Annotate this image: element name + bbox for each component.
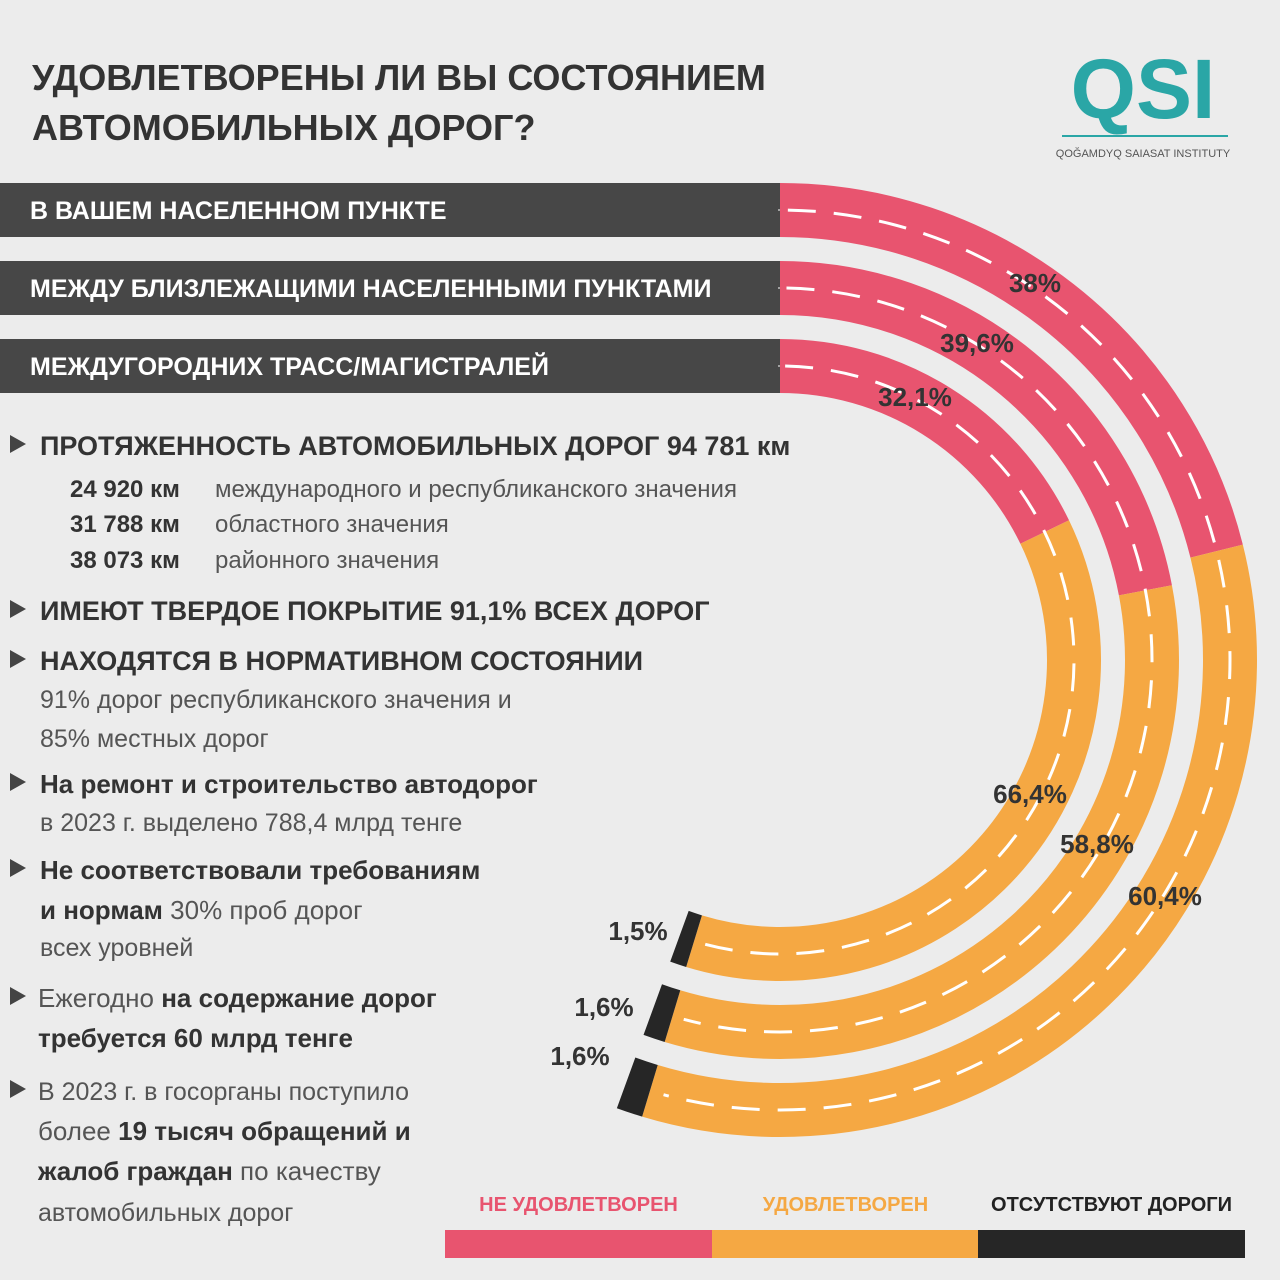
road-dash xyxy=(703,364,1076,956)
fact-line: Ежегодно на содержание дорог xyxy=(38,983,437,1013)
fact-run: В 2023 г. в госорганы поступило xyxy=(38,1078,409,1106)
fact-line: НАХОДЯТСЯ В НОРМАТИВНОМ СОСТОЯНИИ xyxy=(40,646,643,676)
fact-run: требуется 60 млрд тенге xyxy=(38,1023,353,1053)
fact-run: по качеству xyxy=(233,1156,381,1186)
fact-run: автомобильных дорог xyxy=(38,1199,293,1227)
ring-segment xyxy=(643,984,681,1042)
ring-segment xyxy=(616,1057,658,1117)
fact-run: всех уровней xyxy=(40,934,193,962)
value-label: 58,8% xyxy=(1060,829,1134,859)
legend-swatch xyxy=(712,1230,979,1258)
value-label: 66,4% xyxy=(993,779,1067,809)
fact-run: 24 920 км xyxy=(70,476,180,503)
fact-run: жалоб граждан xyxy=(37,1156,233,1186)
bullet xyxy=(10,435,26,453)
category-label: МЕЖДУ БЛИЗЛЕЖАЩИМИ НАСЕЛЕННЫМИ ПУНКТАМИ xyxy=(30,275,711,303)
fact-run: НАХОДЯТСЯ В НОРМАТИВНОМ СОСТОЯНИИ xyxy=(40,646,643,676)
value-label: 32,1% xyxy=(878,382,952,412)
fact-run: ПРОТЯЖЕННОСТЬ АВТОМОБИЛЬНЫХ ДОРОГ 94 781… xyxy=(40,431,790,461)
road-dash xyxy=(683,286,1154,1034)
road-dash xyxy=(663,208,1232,1112)
category-bar xyxy=(0,339,780,393)
fact-line: требуется 60 млрд тенге xyxy=(38,1023,353,1053)
fact-line: В 2023 г. в госорганы поступило xyxy=(38,1078,409,1106)
legend-label: УДОВЛЕТВОРЕН xyxy=(763,1194,928,1216)
legend-label: НЕ УДОВЛЕТВОРЕН xyxy=(479,1194,678,1216)
fact-run: на содержание дорог xyxy=(161,983,437,1013)
fact-run: Не соответствовали требованиям xyxy=(40,855,480,885)
fact-run: областного значения xyxy=(215,511,449,538)
fact-line: всех уровней xyxy=(40,934,193,962)
fact-line: ИМЕЮТ ТВЕРДОЕ ПОКРЫТИЕ 91,1% ВСЕХ ДОРОГ xyxy=(40,596,710,626)
fact-run: и нормам xyxy=(40,895,163,925)
legend-swatch xyxy=(445,1230,712,1258)
category-label: МЕЖДУГОРОДНИХ ТРАСС/МАГИСТРАЛЕЙ xyxy=(30,351,549,381)
ring-segment xyxy=(670,910,703,967)
fact-line: ПРОТЯЖЕННОСТЬ АВТОМОБИЛЬНЫХ ДОРОГ 94 781… xyxy=(40,431,790,461)
fact-run: ИМЕЮТ ТВЕРДОЕ ПОКРЫТИЕ 91,1% ВСЕХ ДОРОГ xyxy=(40,596,710,626)
fact-run: На ремонт и строительство автодорог xyxy=(40,769,538,799)
title-line: УДОВЛЕТВОРЕНЫ ЛИ ВЫ СОСТОЯНИЕМ xyxy=(32,57,766,98)
fact-run: 38 073 км xyxy=(70,547,180,574)
fact-run: в 2023 г. выделено 788,4 млрд тенге xyxy=(40,809,462,837)
value-label: 1,5% xyxy=(608,916,667,946)
fact-line: На ремонт и строительство автодорог xyxy=(40,769,538,799)
fact-line: более 19 тысяч обращений и xyxy=(38,1116,411,1146)
fact-run: Ежегодно xyxy=(38,983,161,1013)
category-label: В ВАШЕМ НАСЕЛЕННОМ ПУНКТЕ xyxy=(30,197,447,225)
fact-run: 31 788 км xyxy=(70,511,180,538)
fact-run: 85% местных дорог xyxy=(40,725,269,753)
bullet xyxy=(10,1080,26,1098)
fact-run: более xyxy=(38,1116,118,1146)
bullet xyxy=(10,600,26,618)
logo-subtitle: QOĞAMDYQ SAIASAT INSTITUTY xyxy=(1056,147,1231,160)
fact-line: 85% местных дорог xyxy=(40,725,269,753)
fact-line: Не соответствовали требованиям xyxy=(40,855,480,885)
bullet xyxy=(10,650,26,668)
fact-line: 91% дорог республиканского значения и xyxy=(40,686,512,714)
fact-run: 91% дорог республиканского значения и xyxy=(40,686,512,714)
bullet xyxy=(10,773,26,791)
fact-run: 30% проб дорог xyxy=(163,895,363,925)
category-bar xyxy=(0,261,780,315)
logo: QSI QOĞAMDYQ SAIASAT INSTITUTY xyxy=(1056,42,1231,160)
fact-run: районного значения xyxy=(215,547,439,574)
category-bar xyxy=(0,183,780,237)
fact-line: и нормам 30% проб дорог xyxy=(40,895,363,925)
logo-text: QSI xyxy=(1071,42,1216,136)
title-line: АВТОМОБИЛЬНЫХ ДОРОГ? xyxy=(32,107,535,148)
bullet xyxy=(10,987,26,1005)
value-label: 60,4% xyxy=(1128,881,1202,911)
legend-label: ОТСУТСТВУЮТ ДОРОГИ xyxy=(991,1194,1232,1216)
bullet xyxy=(10,859,26,877)
fact-line: 38 073 км районного значения xyxy=(70,547,439,574)
fact-line: автомобильных дорог xyxy=(38,1199,293,1227)
fact-run: 19 тысяч обращений и xyxy=(118,1116,411,1146)
value-label: 39,6% xyxy=(940,328,1014,358)
value-label: 38% xyxy=(1009,268,1061,298)
value-label: 1,6% xyxy=(574,992,633,1022)
fact-line: 31 788 км областного значения xyxy=(70,511,449,538)
fact-run: международного и республиканского значен… xyxy=(215,476,737,503)
fact-line: 24 920 км международного и республиканско… xyxy=(70,476,737,503)
value-label: 1,6% xyxy=(550,1041,609,1071)
fact-line: в 2023 г. выделено 788,4 млрд тенге xyxy=(40,809,462,837)
fact-line: жалоб граждан по качеству xyxy=(37,1156,381,1186)
legend-swatch xyxy=(978,1230,1245,1258)
